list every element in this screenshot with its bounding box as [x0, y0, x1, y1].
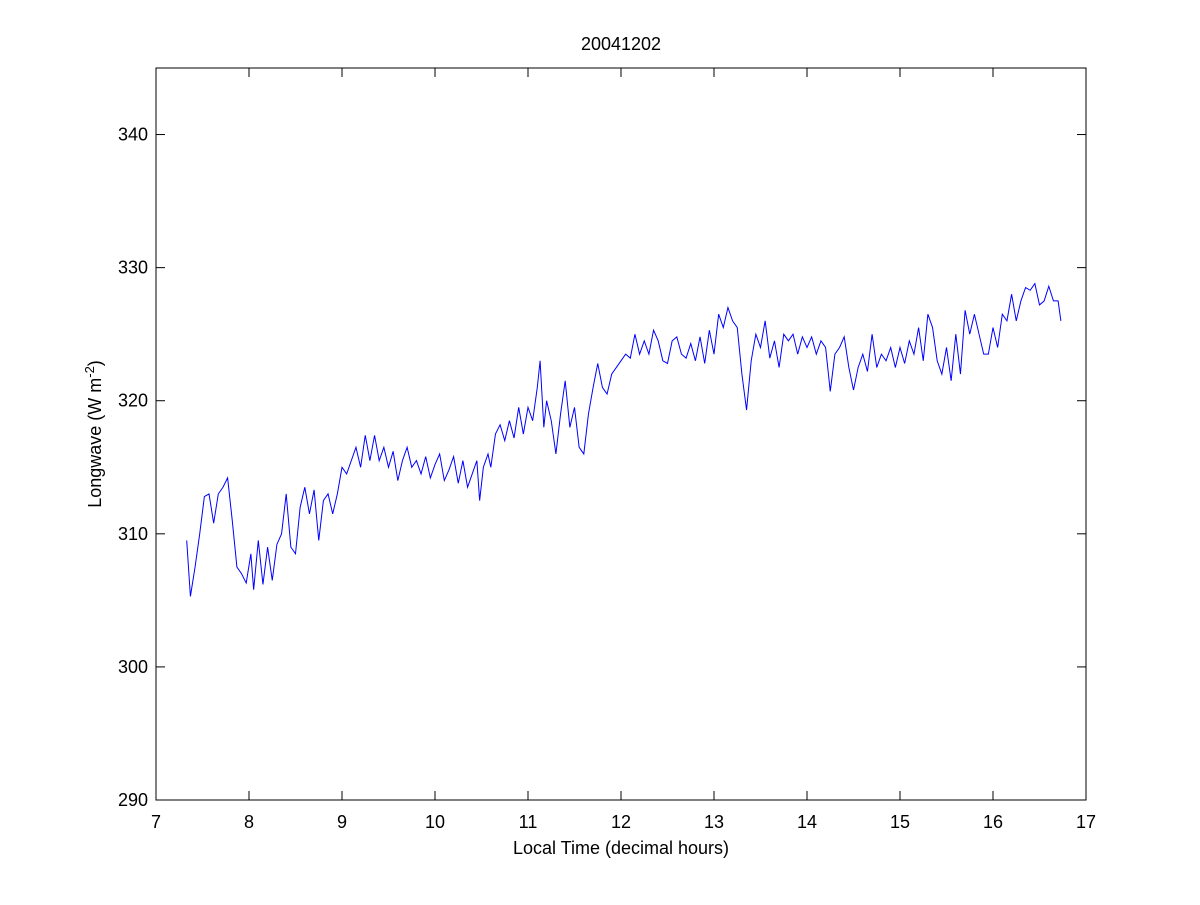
- x-tick-label: 7: [151, 812, 161, 832]
- x-tick-label: 13: [704, 812, 724, 832]
- x-tick-label: 14: [797, 812, 817, 832]
- y-tick-label: 330: [118, 258, 148, 278]
- y-axis-label: Longwave (W m-2): [82, 360, 105, 508]
- x-tick-label: 8: [244, 812, 254, 832]
- y-axis-label-close: ): [85, 360, 105, 366]
- y-tick-label: 290: [118, 790, 148, 810]
- x-tick-label: 12: [611, 812, 631, 832]
- y-tick-label: 320: [118, 391, 148, 411]
- y-tick-label: 310: [118, 524, 148, 544]
- x-tick-label: 11: [519, 812, 538, 832]
- x-tick-label: 10: [425, 812, 445, 832]
- plot-frame: [155, 67, 1087, 801]
- y-axis-label-text: Longwave (W m: [85, 378, 105, 508]
- chart-title: 20041202: [581, 34, 661, 54]
- y-tick-label: 340: [118, 125, 148, 145]
- x-tick-label: 16: [983, 812, 1003, 832]
- x-axis-label: Local Time (decimal hours): [513, 838, 729, 858]
- y-tick-label: 300: [118, 657, 148, 677]
- x-tick-label: 9: [337, 812, 347, 832]
- data-line: [186, 282, 1062, 597]
- y-axis-label-exponent: -2: [82, 366, 97, 378]
- x-tick-label: 15: [890, 812, 910, 832]
- x-tick-label: 17: [1076, 812, 1096, 832]
